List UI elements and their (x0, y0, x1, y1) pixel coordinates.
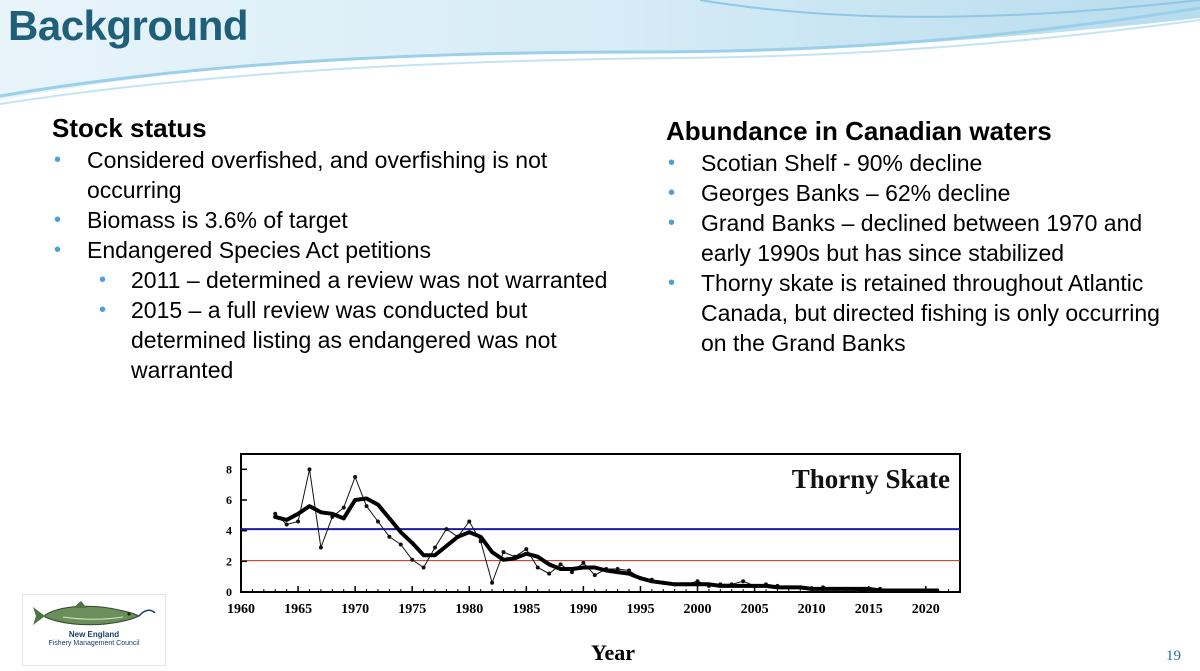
y-tick-label: 0 (226, 585, 232, 599)
fish-logo-icon (33, 601, 156, 626)
list-item: Endangered Species Act petitions (52, 235, 622, 265)
data-point (318, 545, 323, 550)
y-tick-label: 2 (226, 554, 232, 568)
list-item: Biomass is 3.6% of target (52, 205, 622, 235)
logo-text-line1: New England (68, 630, 120, 639)
data-point (421, 565, 426, 570)
data-point (364, 504, 369, 509)
abundance-list: Scotian Shelf - 90% decline Georges Bank… (666, 148, 1166, 358)
x-tick-label: 1960 (227, 602, 255, 617)
slide-title: Background (8, 2, 249, 49)
data-point (490, 580, 495, 585)
data-point (444, 527, 449, 532)
data-point (296, 519, 301, 524)
data-point (433, 545, 438, 550)
data-point (375, 519, 380, 524)
data-point (695, 579, 700, 584)
x-tick-label: 1975 (398, 602, 426, 617)
list-item: Considered overfished, and overfishing i… (52, 145, 622, 205)
page-number: 19 (1166, 648, 1181, 664)
list-item: Scotian Shelf - 90% decline (666, 148, 1166, 178)
x-axis-label: Year (591, 640, 635, 665)
stock-status-section: Stock status Considered overfished, and … (52, 113, 622, 385)
y-tick-label: 8 (226, 462, 232, 476)
logo-text-line2: Fishery Management Council (48, 640, 140, 647)
chart-svg: 1960 1965 1970 1975 1980 1985 1990 1995 2000 2005… (226, 453, 961, 665)
x-tick-label: 1980 (455, 602, 483, 617)
stock-status-list: Considered overfished, and overfishing i… (52, 145, 622, 385)
sub-list-item: 2015 – a full review was conducted but d… (52, 295, 622, 385)
data-point (273, 511, 278, 516)
data-point (341, 505, 346, 510)
data-point (547, 571, 552, 576)
x-tick-label: 1995 (626, 602, 654, 617)
x-tick-label: 2000 (684, 602, 712, 617)
data-point (307, 467, 312, 472)
x-tick-label: 1970 (341, 602, 369, 617)
data-point (592, 573, 597, 578)
x-tick-label: 2015 (855, 602, 883, 617)
chart-title: Thorny Skate (792, 464, 950, 494)
list-item: Grand Banks – declined between 1970 and … (666, 208, 1166, 268)
data-point (410, 557, 415, 562)
data-point (353, 475, 358, 479)
y-tick-label: 4 (226, 524, 232, 538)
data-point (501, 550, 506, 555)
x-tick-label: 1965 (284, 602, 312, 617)
x-tick-label: 2005 (741, 602, 769, 617)
data-point (284, 522, 289, 527)
smoothed-series-line (273, 496, 940, 593)
data-point (467, 519, 472, 524)
data-point (387, 534, 392, 539)
x-tick-label: 1985 (512, 602, 540, 617)
thorny-skate-chart: 1960 1965 1970 1975 1980 1985 1990 1995 2000 2005… (208, 432, 980, 671)
data-point (581, 560, 586, 565)
data-point (569, 570, 574, 575)
abundance-heading: Abundance in Canadian waters (666, 116, 1052, 146)
data-point (535, 565, 540, 570)
stock-status-heading: Stock status (52, 113, 207, 143)
data-point (524, 547, 529, 552)
data-point (398, 542, 403, 547)
y-tick-label: 6 (226, 493, 232, 507)
council-logo: New England Fishery Management Council (22, 594, 166, 666)
data-point (558, 562, 563, 567)
x-tick-label: 2020 (912, 602, 940, 617)
x-tick-label: 1990 (569, 602, 597, 617)
list-item: Thorny skate is retained throughout Atla… (666, 268, 1166, 358)
data-point (741, 579, 746, 584)
x-tick-label: 2010 (798, 602, 826, 617)
sub-list-item: 2011 – determined a review was not warra… (52, 265, 622, 295)
abundance-section: Abundance in Canadian waters Scotian She… (666, 116, 1166, 358)
list-item: Georges Banks – 62% decline (666, 178, 1166, 208)
header-banner (0, 0, 1200, 105)
